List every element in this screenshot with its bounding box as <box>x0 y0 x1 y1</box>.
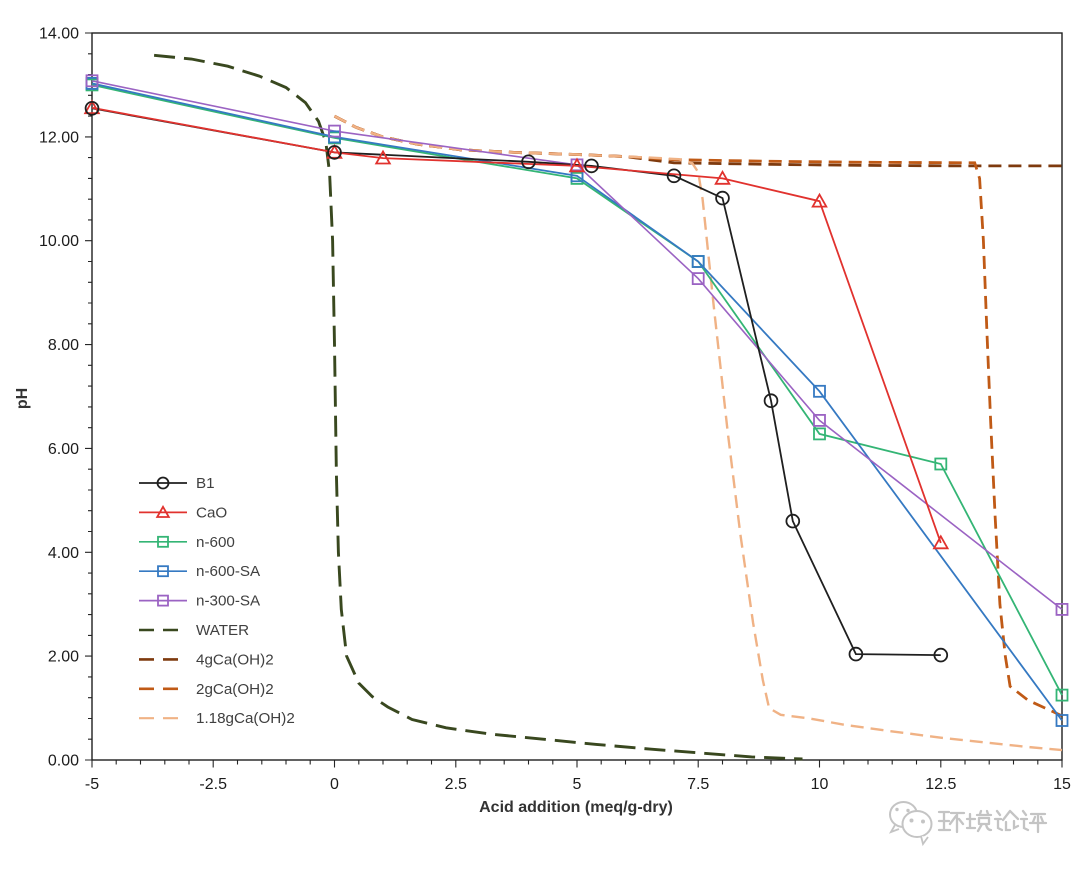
svg-text:7.5: 7.5 <box>687 776 709 793</box>
svg-text:5: 5 <box>573 776 582 793</box>
svg-text:pH: pH <box>14 388 31 409</box>
svg-text:1.18gCa(OH)2: 1.18gCa(OH)2 <box>196 710 295 727</box>
svg-text:8.00: 8.00 <box>48 337 79 354</box>
svg-text:Acid addition (meq/g-dry): Acid addition (meq/g-dry) <box>479 799 673 816</box>
svg-text:2.5: 2.5 <box>445 776 467 793</box>
svg-text:2gCa(OH)2: 2gCa(OH)2 <box>196 681 274 698</box>
svg-text:6.00: 6.00 <box>48 441 79 458</box>
svg-text:4gCa(OH)2: 4gCa(OH)2 <box>196 651 274 668</box>
svg-text:-2.5: -2.5 <box>199 776 227 793</box>
svg-text:CaO: CaO <box>196 504 227 521</box>
svg-text:0: 0 <box>330 776 339 793</box>
svg-text:10: 10 <box>811 776 829 793</box>
svg-text:10.00: 10.00 <box>39 233 79 250</box>
svg-text:WATER: WATER <box>196 622 249 639</box>
svg-text:0.00: 0.00 <box>48 753 79 770</box>
svg-text:-5: -5 <box>85 776 99 793</box>
svg-text:B1: B1 <box>196 475 215 492</box>
svg-text:12.00: 12.00 <box>39 129 79 146</box>
svg-text:15: 15 <box>1053 776 1071 793</box>
svg-text:n-300-SA: n-300-SA <box>196 593 261 610</box>
svg-text:2.00: 2.00 <box>48 649 79 666</box>
svg-text:n-600: n-600 <box>196 534 235 551</box>
svg-text:14.00: 14.00 <box>39 26 79 43</box>
svg-text:4.00: 4.00 <box>48 545 79 562</box>
svg-text:12.5: 12.5 <box>925 776 956 793</box>
svg-text:n-600-SA: n-600-SA <box>196 563 261 580</box>
